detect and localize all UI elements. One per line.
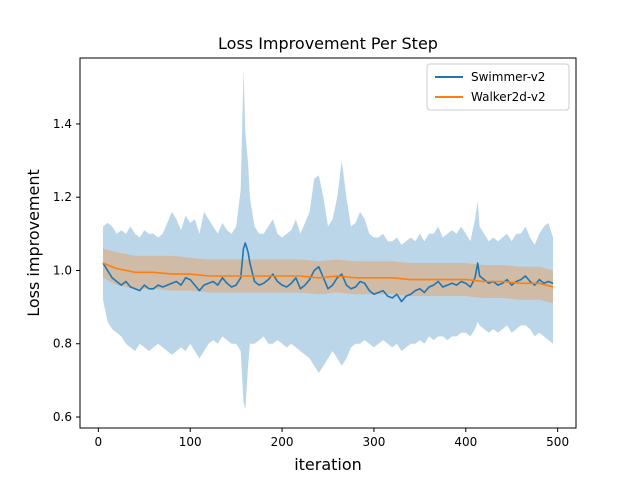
- chart-title: Loss Improvement Per Step: [218, 34, 438, 53]
- plot-area-frame: [79, 57, 577, 429]
- legend-box: [426, 63, 570, 111]
- legend-label-swimmer-v2: Swimmer-v2: [471, 70, 545, 84]
- line-walker2d-v2: [102, 262, 554, 288]
- x-tick-label: 100: [179, 435, 202, 449]
- x-axis-title: iteration: [294, 455, 362, 474]
- x-tick-label: 200: [271, 435, 294, 449]
- x-tick-label: 0: [95, 435, 103, 449]
- y-tick-label: 0.8: [53, 337, 72, 351]
- line-swimmer-v2: [102, 242, 554, 303]
- series-lines: [102, 242, 554, 303]
- x-tick-label: 300: [362, 435, 385, 449]
- y-axis-ticks: 0.6 0.8 1.0 1.2 1.4: [53, 117, 80, 424]
- y-tick-label: 1.0: [53, 263, 72, 277]
- y-tick-label: 1.2: [53, 190, 72, 204]
- legend: Swimmer-v2 Walker2d-v2: [426, 63, 570, 111]
- band-walker2d-v2: [103, 248, 553, 304]
- band-swimmer-v2: [103, 69, 553, 410]
- y-axis-title: Loss improvement: [24, 169, 43, 317]
- x-axis-ticks: 0 100 200 300 400 500: [95, 428, 569, 449]
- y-tick-label: 1.4: [53, 117, 72, 131]
- confidence-bands: [103, 69, 553, 410]
- y-tick-label: 0.6: [53, 410, 72, 424]
- x-tick-label: 500: [546, 435, 569, 449]
- legend-label-walker2d-v2: Walker2d-v2: [471, 90, 546, 104]
- x-tick-label: 400: [454, 435, 477, 449]
